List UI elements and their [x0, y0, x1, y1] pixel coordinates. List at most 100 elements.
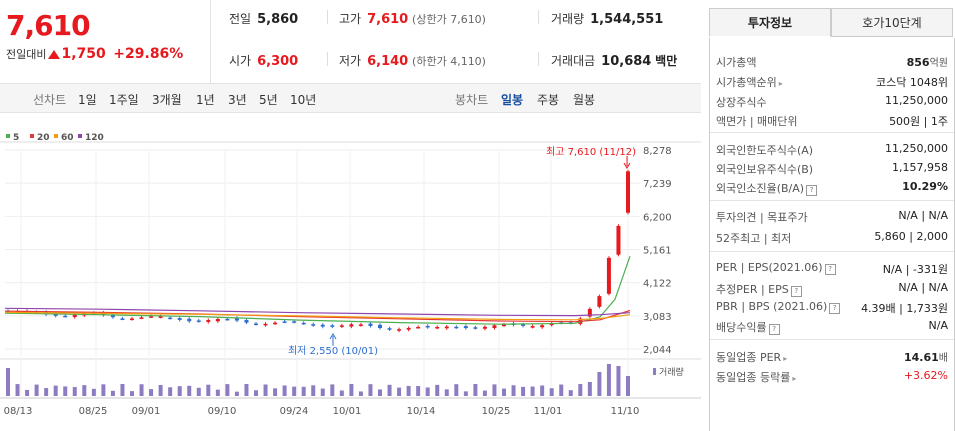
current-price: 7,610: [6, 9, 91, 42]
candle-body: [177, 318, 182, 320]
y-tick-label: 2,044: [643, 345, 672, 356]
low-arrowhead: [329, 333, 337, 340]
info-value: N/A | -331원: [882, 263, 948, 276]
volume-bar: [120, 384, 125, 396]
legend-swatch: [54, 134, 58, 138]
help-icon[interactable]: ?: [790, 286, 802, 297]
candle-daily[interactable]: 일봉: [501, 93, 524, 107]
volume-bar: [425, 387, 430, 396]
volume-bar: [578, 384, 583, 396]
volume-bar: [435, 384, 440, 396]
volume-bar: [568, 390, 573, 396]
candle-body: [215, 318, 220, 322]
info-row: PBR | BPS (2021.06)? 4.39배 | 1,733원: [716, 300, 948, 315]
candle-body: [339, 325, 344, 327]
legend-label: 60: [61, 133, 74, 143]
volume-bar: [273, 388, 278, 396]
chevron-right-icon: ▸: [792, 374, 797, 383]
volume-bar: [254, 390, 258, 396]
volume-bar: [301, 386, 306, 396]
candle-body: [378, 324, 382, 329]
y-tick-label: 8,278: [643, 146, 672, 157]
candle-body: [597, 296, 602, 307]
info-value: 10.29%: [902, 180, 948, 193]
period-10y[interactable]: 10년: [290, 93, 317, 107]
info-value: +3.62%: [903, 369, 948, 382]
change-label: 전일대비: [6, 48, 47, 61]
info-value: 코스닥 1048위: [876, 76, 948, 89]
volume-bar: [492, 384, 497, 396]
legend-swatch: [30, 134, 34, 138]
volume-bar: [549, 388, 554, 396]
candle-body: [139, 317, 144, 319]
period-1w[interactable]: 1주일: [109, 93, 139, 107]
info-row: 외국인한도주식수(A) 11,250,000: [716, 142, 948, 158]
volume-bar: [177, 386, 182, 396]
info-divider: [710, 251, 954, 252]
volume-bar: [225, 384, 230, 396]
up-arrow-icon: [48, 50, 61, 59]
period-1d[interactable]: 1일: [78, 93, 97, 107]
volume-bar: [292, 386, 297, 396]
candle-monthly[interactable]: 월봉: [573, 93, 596, 107]
candle-body: [463, 326, 468, 329]
period-3y[interactable]: 3년: [228, 93, 247, 107]
tab-order-book[interactable]: 호가10단계: [831, 8, 953, 37]
volume-bar: [234, 391, 239, 396]
volume-bar: [597, 372, 602, 396]
candle-body: [320, 324, 325, 327]
volume-bar: [187, 385, 192, 396]
y-tick-label: 5,161: [643, 246, 672, 257]
info-row: 추정PER | EPS? N/A | N/A: [716, 281, 948, 297]
volume-bar: [463, 391, 468, 396]
info-row[interactable]: 시가총액순위 ▸ 코스닥 1048위: [716, 74, 948, 90]
info-label: 시가총액: [716, 56, 757, 69]
tab-investment-info[interactable]: 투자정보: [709, 8, 831, 37]
candle-body: [521, 324, 526, 326]
volume-bar: [130, 391, 134, 396]
info-label: 투자의견 | 목표주가: [716, 211, 808, 224]
help-icon[interactable]: ?: [829, 303, 841, 314]
volume-bar: [63, 386, 68, 396]
help-icon[interactable]: ?: [768, 324, 780, 335]
y-tick-label: 3,083: [643, 312, 672, 323]
info-value: N/A: [928, 319, 948, 332]
candle-body: [492, 325, 497, 329]
volume-bar: [6, 368, 10, 396]
info-row[interactable]: 동일업종 등락률 ▸ +3.62%: [716, 369, 948, 385]
volume-bar: [15, 384, 20, 396]
info-row: 52주최고 | 최저 5,860 | 2,000: [716, 230, 948, 246]
candle-body: [63, 315, 68, 318]
help-icon[interactable]: ?: [824, 264, 836, 275]
period-3m[interactable]: 3개월: [152, 93, 182, 107]
info-value: 4.39배 | 1,733원: [861, 302, 948, 315]
info-label: 상장주식수: [716, 96, 767, 109]
candle-body: [206, 320, 211, 322]
volume-bar: [540, 385, 545, 396]
info-value: 500원 | 1주: [889, 115, 948, 128]
info-label: PBR | BPS (2021.06): [716, 300, 828, 313]
volume-bar: [387, 384, 392, 396]
x-tick-label: 10/14: [407, 406, 436, 417]
volume-bar: [502, 388, 506, 396]
change-rate: +29.86%: [113, 46, 184, 62]
candle-body: [606, 257, 611, 294]
info-value: N/A | N/A: [898, 281, 948, 294]
line-chart-label: 선차트: [33, 93, 67, 107]
x-tick-label: 10/25: [482, 406, 511, 417]
legend-label: 5: [13, 133, 19, 143]
volume-bar: [349, 384, 354, 396]
moving-average-line: [4, 256, 631, 325]
period-5y[interactable]: 5년: [259, 93, 278, 107]
candle-body: [473, 327, 478, 329]
candle-body: [292, 321, 297, 323]
volume-bar: [339, 390, 344, 396]
investment-info-list: 시가총액 856억원 시가총액순위 ▸ 코스닥 1048위 상장주식수 11,250,000…: [709, 38, 955, 431]
info-value: 11,250,000: [885, 94, 948, 107]
price-chart[interactable]: 5 20 60 120 8,278 7,239 6,200 5,161 4,122 3,083 2,…: [0, 128, 701, 428]
candle-weekly[interactable]: 주봉: [537, 93, 560, 107]
info-row[interactable]: 동일업종 PER ▸ 14.61배: [716, 349, 948, 365]
period-1y[interactable]: 1년: [196, 93, 215, 107]
help-icon[interactable]: ?: [806, 185, 818, 196]
low-annotation: 최저 2,550 (10/01): [288, 345, 378, 357]
